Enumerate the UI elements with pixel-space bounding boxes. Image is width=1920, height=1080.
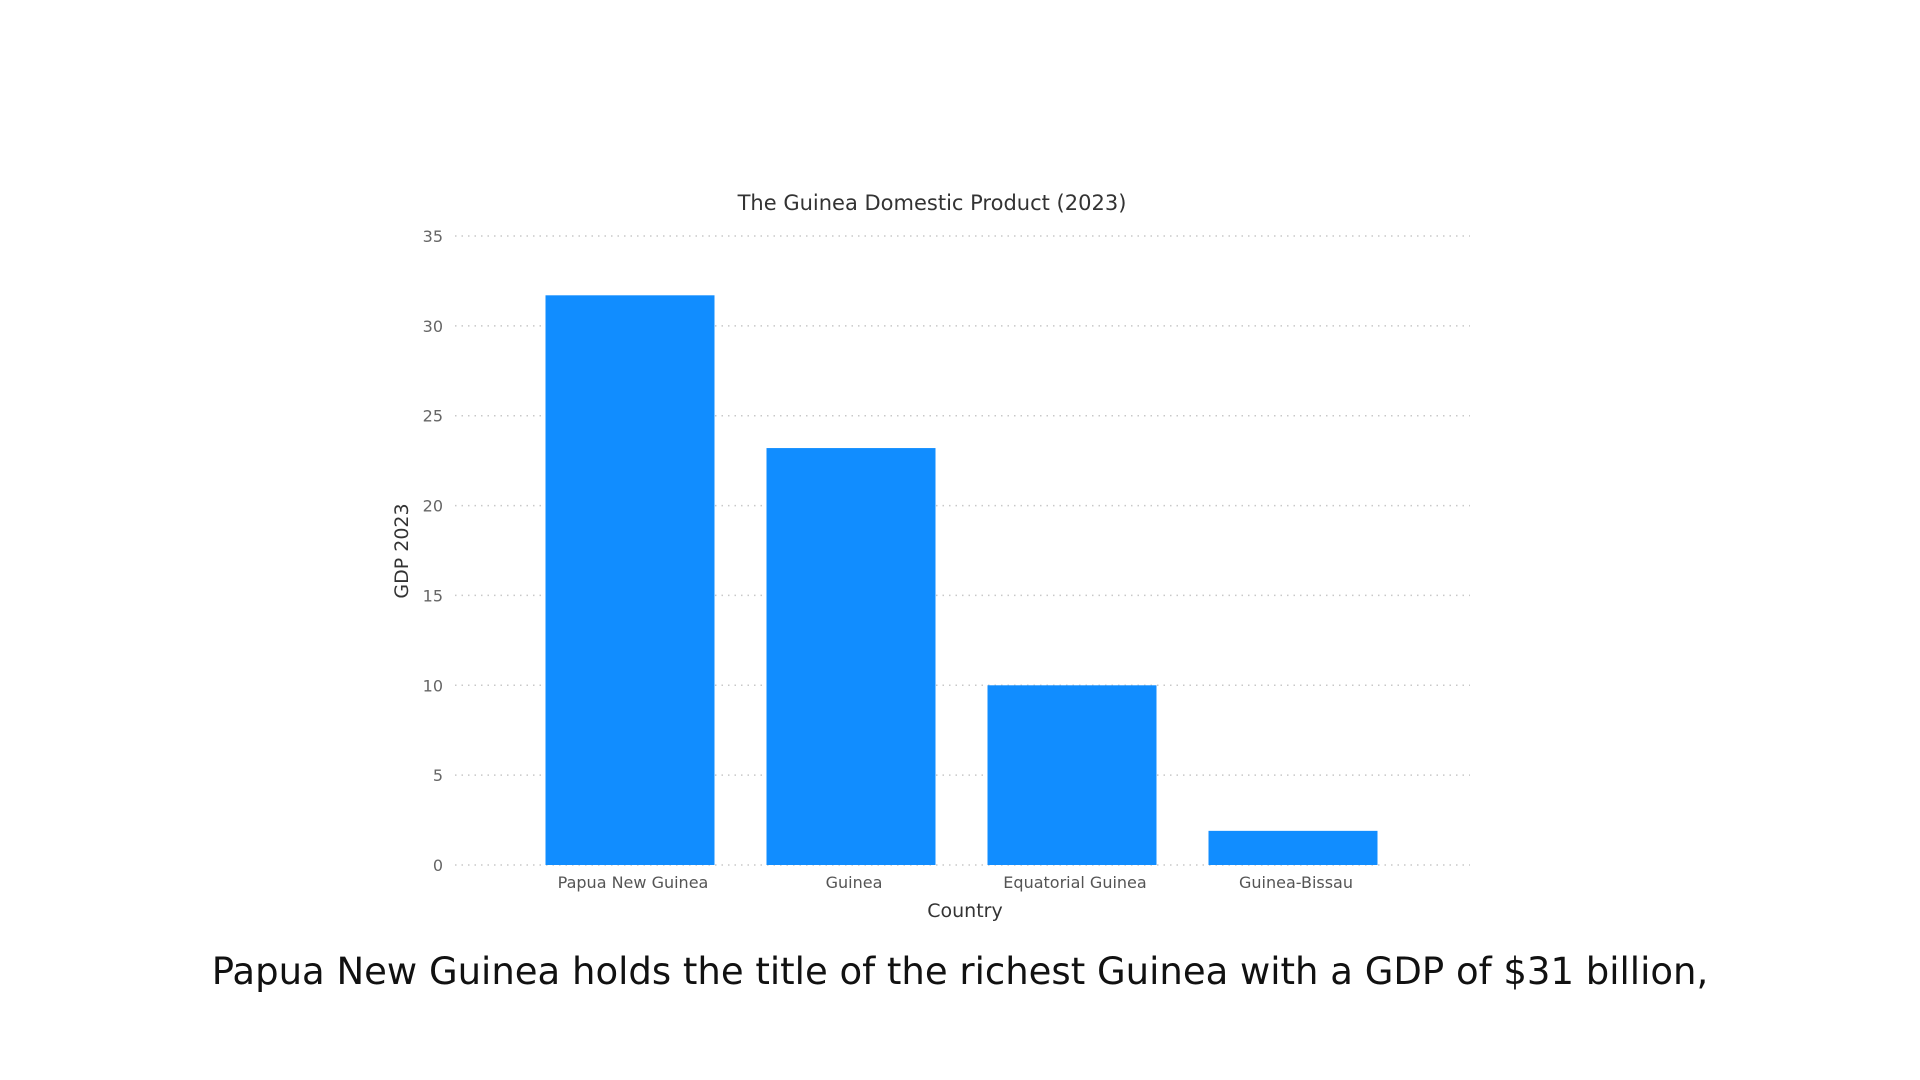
x-axis-labels: Papua New Guinea Guinea Equatorial Guinea G…	[558, 873, 1353, 892]
y-tick-label: 25	[423, 407, 443, 426]
chart-title: The Guinea Domestic Product (2023)	[737, 191, 1127, 215]
x-category-label: Equatorial Guinea	[1003, 873, 1146, 892]
caption-text: Papua New Guinea holds the title of the …	[211, 950, 1709, 993]
y-tick-label: 20	[423, 497, 443, 516]
y-tick-label: 15	[423, 586, 443, 605]
bar-chart: The Guinea Domestic Product (2023) 0 5 10 1…	[391, 191, 1470, 922]
bar-guinea-bissau	[1208, 830, 1378, 865]
x-category-label: Guinea-Bissau	[1239, 873, 1353, 892]
y-tick-label: 30	[423, 317, 443, 336]
x-category-label: Guinea	[826, 873, 883, 892]
y-tick-label: 5	[433, 766, 443, 785]
bar-equatorial-guinea	[987, 685, 1157, 865]
bar-guinea	[766, 448, 936, 865]
bars	[545, 295, 1378, 865]
y-tick-label: 0	[433, 856, 443, 875]
y-tick-label: 10	[423, 676, 443, 695]
y-axis-title: GDP 2023	[391, 503, 413, 598]
y-tick-label: 35	[423, 227, 443, 246]
bar-papua-new-guinea	[545, 295, 715, 865]
x-category-label: Papua New Guinea	[558, 873, 709, 892]
y-axis-ticks: 0 5 10 15 20 25 30 35	[423, 227, 443, 875]
x-axis-title: Country	[927, 900, 1002, 922]
